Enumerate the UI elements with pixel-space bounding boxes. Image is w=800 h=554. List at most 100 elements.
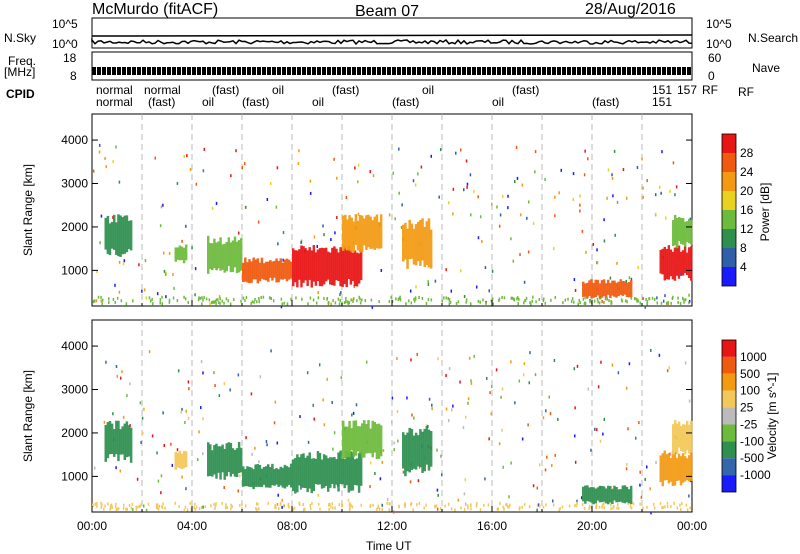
date-title: 28/Aug/2016 [585, 1, 676, 18]
speckle-mark [336, 176, 338, 180]
scatter-region-mark [304, 457, 307, 489]
ground-scatter-mark [391, 300, 394, 304]
ground-scatter-mark [525, 296, 528, 300]
scatter-region-mark [180, 453, 184, 470]
scatter-region-mark [359, 452, 363, 486]
speckle-mark [215, 201, 218, 205]
colorbar-swatch [722, 248, 736, 267]
speckle-mark [139, 401, 142, 405]
ground-scatter-mark [498, 297, 501, 301]
nsearch-line [91, 34, 693, 37]
scatter-region-mark [611, 489, 614, 505]
ground-scatter-mark [601, 505, 603, 509]
scatter-region-mark [680, 426, 683, 451]
speckle-mark [394, 217, 396, 221]
speckle-mark [237, 373, 240, 377]
ground-scatter-mark [205, 297, 208, 301]
ground-scatter-mark [676, 506, 679, 510]
scatter-region-mark [117, 214, 120, 257]
scatter-region-mark [242, 262, 245, 283]
ground-scatter-mark [328, 507, 330, 511]
scatter-region-mark [665, 454, 669, 481]
speckle-mark [528, 381, 531, 385]
scatter-region-mark [417, 221, 420, 262]
scatter-region-mark [341, 249, 344, 287]
speckle-mark [479, 215, 482, 219]
ground-scatter-mark [448, 298, 451, 302]
speckle-mark [198, 430, 200, 434]
ground-scatter-mark [584, 302, 587, 306]
ground-scatter-mark [350, 504, 352, 508]
scatter-region-mark [106, 422, 110, 459]
ground-scatter-mark [244, 299, 246, 303]
ground-scatter-mark [292, 507, 294, 511]
speckle-mark [151, 434, 154, 438]
ground-scatter-mark [636, 299, 638, 303]
freq-mark [527, 67, 531, 75]
speckle-mark [313, 235, 316, 239]
speckle-mark [191, 246, 193, 250]
scatter-region-mark [349, 451, 353, 491]
ground-scatter-mark [120, 299, 123, 303]
scatter-region-mark [683, 456, 687, 482]
speckle-mark [437, 493, 439, 497]
ground-scatter-mark [653, 506, 656, 510]
ground-scatter-mark [345, 300, 347, 304]
freq-mark [552, 67, 556, 75]
ground-scatter-mark [109, 506, 112, 510]
ground-scatter-mark [258, 296, 260, 300]
ground-scatter-mark [115, 502, 117, 506]
ground-scatter-mark [340, 503, 343, 507]
speckle-mark [441, 473, 443, 477]
scatter-region-mark [682, 218, 685, 245]
ground-scatter-mark [257, 502, 259, 506]
scatter-region-mark [275, 258, 278, 283]
speckle-mark [265, 439, 268, 443]
cpid-item: (fast) [392, 96, 420, 109]
speckle-mark [448, 367, 451, 371]
scatter-region-mark [283, 259, 287, 279]
speckle-mark [156, 451, 158, 455]
ground-scatter-mark [210, 504, 212, 508]
speckle-mark [603, 417, 606, 421]
scatter-region-mark [125, 421, 129, 458]
scatter-region-mark [271, 261, 274, 281]
ground-scatter-mark [596, 297, 599, 301]
speckle-mark [484, 266, 487, 270]
freq-mark [502, 67, 506, 75]
ground-scatter-mark [581, 503, 584, 507]
speckle-mark [340, 376, 343, 380]
freq-mark [477, 67, 481, 75]
scatter-region-mark [667, 453, 671, 484]
ground-scatter-mark [423, 506, 425, 510]
speckle-mark [445, 374, 447, 378]
speckle-mark [498, 224, 501, 228]
ground-scatter-mark [639, 502, 641, 506]
speckle-mark [534, 373, 537, 377]
speckle-mark [513, 180, 516, 184]
speckle-mark [579, 203, 581, 207]
freq-mark [397, 67, 401, 75]
speckle-mark [415, 285, 417, 289]
speckle-mark [473, 189, 475, 193]
speckle-mark [143, 288, 146, 292]
scatter-region-mark [673, 247, 677, 281]
ground-scatter-mark [670, 301, 672, 305]
ground-scatter-mark [629, 502, 632, 506]
ground-scatter-mark [630, 296, 632, 300]
speckle-mark [334, 231, 336, 235]
scatter-region-mark [285, 258, 289, 282]
ground-scatter-mark [603, 301, 605, 305]
speckle-mark [654, 193, 657, 197]
scatter-region-mark [590, 486, 593, 503]
speckle-mark [388, 213, 391, 217]
ground-scatter-mark [275, 506, 277, 510]
scatter-region-mark [129, 220, 133, 251]
speckle-mark [534, 150, 537, 154]
freq-mark [492, 67, 496, 75]
ground-scatter-mark [434, 505, 436, 509]
speckle-mark [688, 494, 690, 498]
ground-scatter-mark [156, 503, 158, 507]
speckle-mark [281, 505, 283, 509]
speckle-mark [176, 181, 179, 185]
